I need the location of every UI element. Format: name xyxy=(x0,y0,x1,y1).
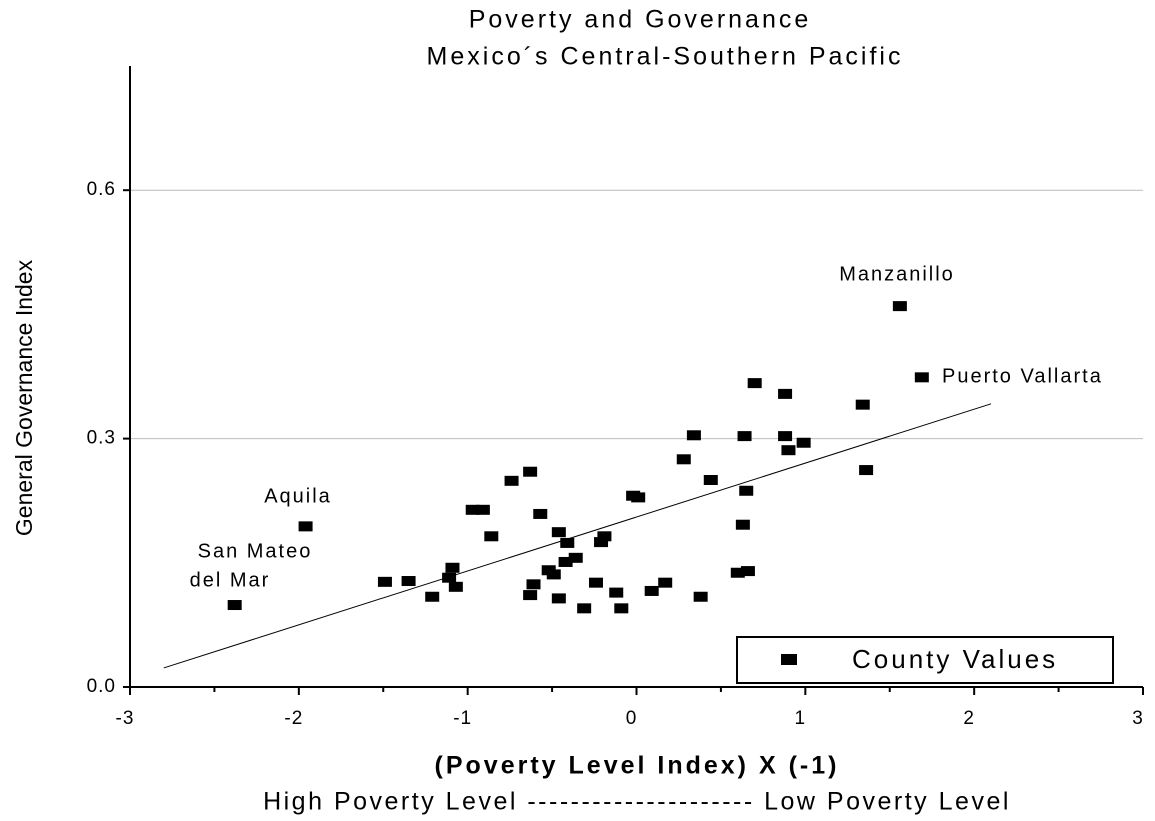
x-tick-label: -3 xyxy=(116,708,135,729)
point xyxy=(551,593,566,604)
point xyxy=(676,454,691,465)
point xyxy=(568,552,583,563)
point xyxy=(644,585,659,596)
annotation: Puerto Vallarta xyxy=(942,365,1103,387)
point xyxy=(558,556,573,567)
legend-marker xyxy=(781,654,797,665)
y-tick-label: 0.6 xyxy=(87,179,116,200)
point xyxy=(778,388,793,399)
point xyxy=(693,591,708,602)
point xyxy=(523,466,538,477)
point xyxy=(560,537,575,548)
point xyxy=(703,475,718,485)
y-tick-label: 0.0 xyxy=(87,676,116,697)
point xyxy=(796,437,811,448)
point xyxy=(546,569,561,580)
x-tick-label: -1 xyxy=(453,708,472,729)
y-tick-label: 0.3 xyxy=(87,428,116,449)
chart-subtitle: Mexico´s Central-Southern Pacific xyxy=(427,43,904,71)
x-axis-note: High Poverty Level ---------------------… xyxy=(263,788,1011,816)
point xyxy=(778,431,793,442)
point xyxy=(739,485,754,496)
point xyxy=(484,531,499,542)
point xyxy=(533,508,548,519)
point xyxy=(448,581,463,592)
annotation: del Mar xyxy=(190,569,271,591)
point xyxy=(445,562,460,573)
point xyxy=(227,600,242,611)
point xyxy=(588,577,603,588)
point xyxy=(614,603,629,614)
point xyxy=(892,301,907,312)
point xyxy=(577,603,592,614)
legend-label: County Values xyxy=(852,644,1058,674)
x-tick-label: 2 xyxy=(963,708,975,729)
point xyxy=(914,372,929,383)
point xyxy=(401,576,416,587)
point xyxy=(855,399,870,410)
point xyxy=(735,519,750,530)
chart-title: Poverty and Governance xyxy=(469,6,812,34)
point xyxy=(442,572,457,583)
point xyxy=(740,566,755,577)
point xyxy=(377,576,392,587)
point xyxy=(597,531,612,542)
point xyxy=(523,590,538,601)
point xyxy=(859,465,874,476)
point xyxy=(594,537,609,548)
point xyxy=(737,431,752,442)
y-axis-label: General Governance Index xyxy=(11,259,37,536)
point xyxy=(658,577,673,588)
point xyxy=(465,504,480,515)
point xyxy=(504,475,519,486)
point xyxy=(631,492,646,503)
point xyxy=(425,591,440,602)
x-axis-label: (Poverty Level Index) X (-1) xyxy=(435,752,840,780)
legend-box xyxy=(736,636,1114,684)
x-tick-label: 3 xyxy=(1132,708,1144,729)
point xyxy=(730,567,745,578)
annotation: Aquila xyxy=(264,485,332,507)
point xyxy=(526,579,541,590)
annotation: Manzanillo xyxy=(839,263,955,285)
x-tick-label: 1 xyxy=(795,708,807,729)
point xyxy=(781,445,796,456)
point xyxy=(551,527,566,538)
annotation: San Mateo xyxy=(198,540,313,562)
point xyxy=(475,504,490,515)
point xyxy=(686,430,701,441)
x-tick-label: -2 xyxy=(284,708,303,729)
x-tick-label: 0 xyxy=(626,708,638,729)
point xyxy=(298,521,313,532)
point xyxy=(609,587,624,598)
point xyxy=(747,378,762,389)
trend-line xyxy=(163,403,992,669)
